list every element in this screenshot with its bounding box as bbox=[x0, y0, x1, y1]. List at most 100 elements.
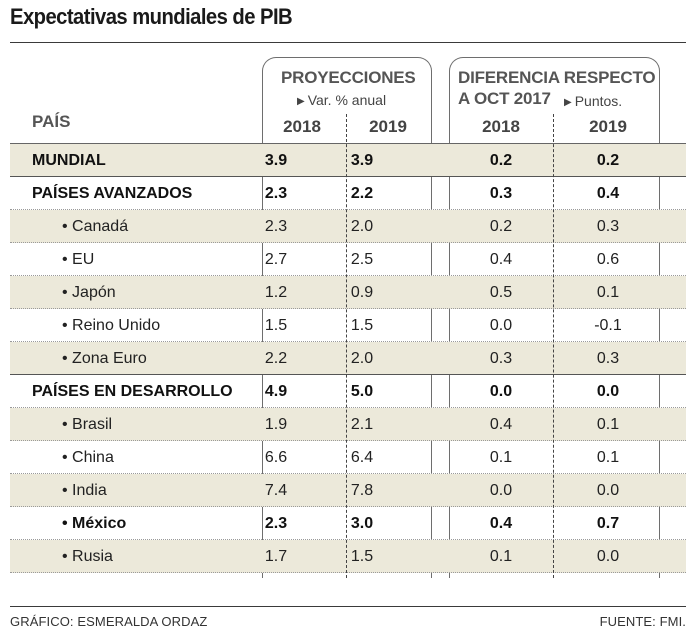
country-name: • Reino Unido bbox=[62, 317, 161, 334]
proyeccion-2018-value: 7.4 bbox=[264, 482, 288, 499]
proyeccion-2018-value: 1.7 bbox=[264, 548, 288, 565]
country-name: • Canadá bbox=[62, 218, 129, 235]
table-row: • India 7.4 7.8 0.0 0.0 bbox=[10, 474, 686, 507]
diferencia-2018-value: 0.4 bbox=[489, 416, 513, 433]
table-row: PAÍSES AVANZADOS 2.3 2.2 0.3 0.4 bbox=[10, 177, 686, 210]
diferencia-2018-value: 0.4 bbox=[489, 251, 513, 268]
credit-text: GRÁFICO: ESMERALDA ORDAZ bbox=[10, 614, 208, 629]
proyecciones-group-box bbox=[262, 57, 432, 578]
proyeccion-2018-value: 2.7 bbox=[264, 251, 288, 268]
proyeccion-2018-value: 2.2 bbox=[264, 350, 288, 367]
country-name: • México bbox=[62, 515, 127, 532]
table-row: • Canadá 2.3 2.0 0.2 0.3 bbox=[10, 210, 686, 243]
diferencia-2019-value: 0.0 bbox=[596, 383, 620, 400]
bottom-rule bbox=[10, 606, 686, 607]
proyecciones-2019-header: 2019 bbox=[369, 117, 407, 136]
proyeccion-2019-value: 5.0 bbox=[350, 383, 374, 400]
country-name: PAÍSES EN DESARROLLO bbox=[32, 383, 233, 400]
proyeccion-2018-value: 4.9 bbox=[264, 383, 288, 400]
proyeccion-2019-value: 3.0 bbox=[350, 515, 374, 532]
diferencia-2018-value: 0.0 bbox=[489, 383, 513, 400]
pais-header: PAÍS bbox=[32, 112, 71, 131]
diferencia-2018-value: 0.2 bbox=[489, 218, 513, 235]
proyecciones-header: PROYECCIONES bbox=[281, 68, 416, 87]
diferencia-2018-value: 0.3 bbox=[489, 185, 513, 202]
diferencia-2019-value: 0.7 bbox=[596, 515, 620, 532]
proyeccion-2019-value: 2.0 bbox=[350, 218, 374, 235]
proyeccion-2018-value: 2.3 bbox=[264, 185, 288, 202]
proyeccion-2018-value: 1.5 bbox=[264, 317, 288, 334]
country-name: • Zona Euro bbox=[62, 350, 147, 367]
proyeccion-2019-value: 2.5 bbox=[350, 251, 374, 268]
top-rule bbox=[10, 42, 686, 43]
diferencia-2019-value: -0.1 bbox=[594, 317, 622, 334]
proyeccion-2018-value: 3.9 bbox=[264, 152, 288, 169]
country-name: • Rusia bbox=[62, 548, 113, 565]
table-row: • China 6.6 6.4 0.1 0.1 bbox=[10, 441, 686, 474]
diferencia-2018-value: 0.0 bbox=[489, 482, 513, 499]
table-row: • Japón 1.2 0.9 0.5 0.1 bbox=[10, 276, 686, 309]
diferencia-subheader: ▶ Puntos. bbox=[564, 93, 622, 109]
diferencia-header-line2: A OCT 2017 bbox=[458, 89, 551, 108]
proyeccion-2018-value: 1.2 bbox=[264, 284, 288, 301]
diferencia-2018-value: 0.2 bbox=[489, 152, 513, 169]
diferencia-2018-value: 0.4 bbox=[489, 515, 513, 532]
diferencia-2019-value: 0.0 bbox=[596, 548, 620, 565]
proyeccion-2018-value: 2.3 bbox=[264, 218, 288, 235]
proyeccion-2019-value: 2.0 bbox=[350, 350, 374, 367]
diferencia-2019-value: 0.2 bbox=[596, 152, 620, 169]
proyeccion-2019-value: 0.9 bbox=[350, 284, 374, 301]
country-name: PAÍSES AVANZADOS bbox=[32, 185, 193, 202]
country-name: • India bbox=[62, 482, 107, 499]
diferencia-2019-header: 2019 bbox=[589, 117, 627, 136]
proyeccion-2019-value: 6.4 bbox=[350, 449, 374, 466]
country-name: • Brasil bbox=[62, 416, 113, 433]
diferencia-header-line1: DIFERENCIA RESPECTO bbox=[458, 68, 656, 87]
proyecciones-2018-header: 2018 bbox=[283, 117, 321, 136]
chart-title: Expectativas mundiales de PIB bbox=[10, 4, 293, 29]
table-row: • EU 2.7 2.5 0.4 0.6 bbox=[10, 243, 686, 276]
country-name: • China bbox=[62, 449, 114, 466]
proyeccion-2019-value: 3.9 bbox=[350, 152, 374, 169]
diferencia-2018-value: 0.5 bbox=[489, 284, 513, 301]
proyeccion-2018-value: 1.9 bbox=[264, 416, 288, 433]
table-row: • Rusia 1.7 1.5 0.1 0.0 bbox=[10, 540, 686, 573]
proyecciones-subheader-text: Var. % anual bbox=[307, 92, 387, 108]
diferencia-2019-value: 0.3 bbox=[596, 350, 620, 367]
diferencia-2018-header: 2018 bbox=[482, 117, 520, 136]
table-row: PAÍSES EN DESARROLLO 4.9 5.0 0.0 0.0 bbox=[10, 375, 686, 408]
diferencia-subheader-text: Puntos. bbox=[574, 93, 623, 109]
proyecciones-divider bbox=[346, 114, 347, 578]
proyeccion-2019-value: 1.5 bbox=[350, 548, 374, 565]
proyeccion-2018-value: 2.3 bbox=[264, 515, 288, 532]
table-row: • México 2.3 3.0 0.4 0.7 bbox=[10, 507, 686, 540]
proyeccion-2019-value: 2.2 bbox=[350, 185, 374, 202]
table-row: • Zona Euro 2.2 2.0 0.3 0.3 bbox=[10, 342, 686, 375]
proyeccion-2019-value: 2.1 bbox=[350, 416, 374, 433]
country-name: • EU bbox=[62, 251, 95, 268]
diferencia-2019-value: 0.1 bbox=[596, 284, 620, 301]
diferencia-group-box bbox=[449, 57, 660, 578]
table-row: • Reino Unido 1.5 1.5 0.0 -0.1 bbox=[10, 309, 686, 342]
diferencia-2018-value: 0.1 bbox=[489, 548, 513, 565]
country-name: • Japón bbox=[62, 284, 116, 301]
triangle-icon: ▶ bbox=[564, 97, 572, 108]
diferencia-2019-value: 0.1 bbox=[596, 416, 620, 433]
diferencia-2018-value: 0.1 bbox=[489, 449, 513, 466]
proyeccion-2018-value: 6.6 bbox=[264, 449, 288, 466]
diferencia-2018-value: 0.0 bbox=[489, 317, 513, 334]
proyeccion-2019-value: 1.5 bbox=[350, 317, 374, 334]
source-text: FUENTE: FMI. bbox=[599, 614, 686, 629]
diferencia-2019-value: 0.3 bbox=[596, 218, 620, 235]
diferencia-2019-value: 0.0 bbox=[596, 482, 620, 499]
diferencia-2019-value: 0.4 bbox=[596, 185, 620, 202]
table-row: MUNDIAL 3.9 3.9 0.2 0.2 bbox=[10, 144, 686, 177]
country-name: MUNDIAL bbox=[32, 152, 106, 169]
triangle-icon: ▶ bbox=[297, 96, 305, 107]
header-separator bbox=[10, 143, 686, 144]
proyecciones-subheader: ▶ Var. % anual bbox=[297, 92, 386, 108]
proyeccion-2019-value: 7.8 bbox=[350, 482, 374, 499]
diferencia-divider bbox=[553, 114, 554, 578]
table-row: • Brasil 1.9 2.1 0.4 0.1 bbox=[10, 408, 686, 441]
diferencia-2019-value: 0.1 bbox=[596, 449, 620, 466]
